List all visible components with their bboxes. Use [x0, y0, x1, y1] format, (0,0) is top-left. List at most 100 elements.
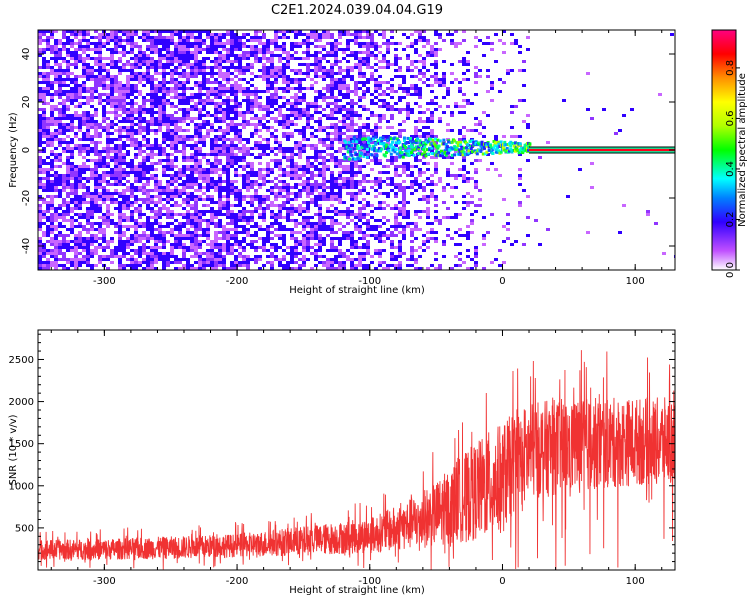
heatmap-cell [166, 36, 170, 39]
heatmap-cell [230, 234, 234, 237]
heatmap-cell [278, 204, 282, 207]
heatmap-cell [54, 60, 58, 63]
heatmap-cell [206, 81, 210, 84]
heatmap-cell [38, 132, 42, 135]
heatmap-cell [198, 114, 202, 117]
heatmap-cell [334, 186, 338, 189]
heatmap-cell [222, 60, 226, 63]
heatmap-cell [114, 147, 118, 150]
heatmap-cell [274, 258, 278, 261]
heatmap-cell [342, 144, 346, 147]
heatmap-cell [198, 186, 202, 189]
heatmap-cell [94, 198, 98, 201]
heatmap-cell [238, 48, 242, 51]
heatmap-cell [186, 30, 190, 33]
heatmap-cell [110, 240, 114, 243]
heatmap-cell [50, 186, 54, 189]
heatmap-cell [102, 231, 106, 234]
heatmap-cell [186, 168, 190, 171]
heatmap-cell [42, 81, 46, 84]
heatmap-cell [166, 225, 170, 228]
heatmap-cell [78, 234, 82, 237]
heatmap-cell [166, 102, 170, 105]
heatmap-cell [402, 207, 406, 210]
heatmap-cell [182, 225, 186, 228]
heatmap-cell [334, 231, 338, 234]
heatmap-cell [202, 105, 206, 108]
heatmap-cell [54, 174, 58, 177]
heatmap-cell [270, 66, 274, 69]
heatmap-cell [206, 234, 210, 237]
heatmap-cell [126, 135, 130, 138]
heatmap-cell [298, 210, 302, 213]
heatmap-cell [78, 60, 82, 63]
heatmap-cell [226, 78, 230, 81]
heatmap-cell [118, 165, 122, 168]
heatmap-cell [142, 30, 146, 33]
heatmap-cell [414, 42, 418, 45]
heatmap-cell [366, 117, 370, 120]
heatmap-cell [378, 225, 382, 228]
heatmap-cell [174, 258, 178, 261]
heatmap-cell [110, 237, 114, 240]
heatmap-cell [134, 102, 138, 105]
heatmap-cell [262, 219, 266, 222]
heatmap-cell [166, 48, 170, 51]
heatmap-cell [70, 228, 74, 231]
heatmap-cell [106, 219, 110, 222]
heatmap-cell [230, 165, 234, 168]
heatmap-cell [194, 63, 198, 66]
heatmap-cell [174, 48, 178, 51]
heatmap-cell [134, 90, 138, 93]
heatmap-cell [138, 162, 142, 165]
heatmap-cell [262, 180, 266, 183]
heatmap-cell [398, 210, 402, 213]
heatmap-cell [282, 204, 286, 207]
heatmap-cell [194, 105, 198, 108]
heatmap-cell [218, 252, 222, 255]
heatmap-cell [350, 210, 354, 213]
heatmap-cell [234, 222, 238, 225]
heatmap-cell [38, 144, 42, 147]
heatmap-cell [166, 87, 170, 90]
heatmap-cell [198, 132, 202, 135]
heatmap-cell [214, 210, 218, 213]
heatmap-cell [218, 150, 222, 153]
heatmap-cell [382, 99, 386, 102]
heatmap-cell [90, 168, 94, 171]
heatmap-cell [390, 108, 394, 111]
heatmap-cell [406, 213, 410, 216]
heatmap-cell [78, 84, 82, 87]
heatmap-cell [146, 168, 150, 171]
heatmap-cell [314, 147, 318, 150]
heatmap-cell [226, 198, 230, 201]
heatmap-cell [122, 69, 126, 72]
heatmap-cell [322, 75, 326, 78]
heatmap-cell [46, 48, 50, 51]
heatmap-cell [50, 69, 54, 72]
heatmap-cell [50, 84, 54, 87]
heatmap-cell [54, 267, 58, 270]
heatmap-cell [246, 108, 250, 111]
heatmap-cell [290, 168, 294, 171]
heatmap-cell [162, 204, 166, 207]
heatmap-cell [114, 249, 118, 252]
heatmap-cell [326, 75, 330, 78]
heatmap-cell [226, 246, 230, 249]
heatmap-cell [158, 162, 162, 165]
heatmap-cell [226, 186, 230, 189]
heatmap-cell [386, 105, 390, 108]
heatmap-cell [46, 63, 50, 66]
heatmap-cell [86, 252, 90, 255]
heatmap-cell [134, 75, 138, 78]
heatmap-cell [270, 87, 274, 90]
heatmap-cell [338, 111, 342, 114]
heatmap-cell [282, 48, 286, 51]
heatmap-cell [222, 255, 226, 258]
heatmap-cell [314, 39, 318, 42]
heatmap-cell [238, 240, 242, 243]
heatmap-cell [330, 36, 334, 39]
heatmap-cell [154, 258, 158, 261]
heatmap-cell [42, 63, 46, 66]
heatmap-cell [374, 159, 378, 162]
